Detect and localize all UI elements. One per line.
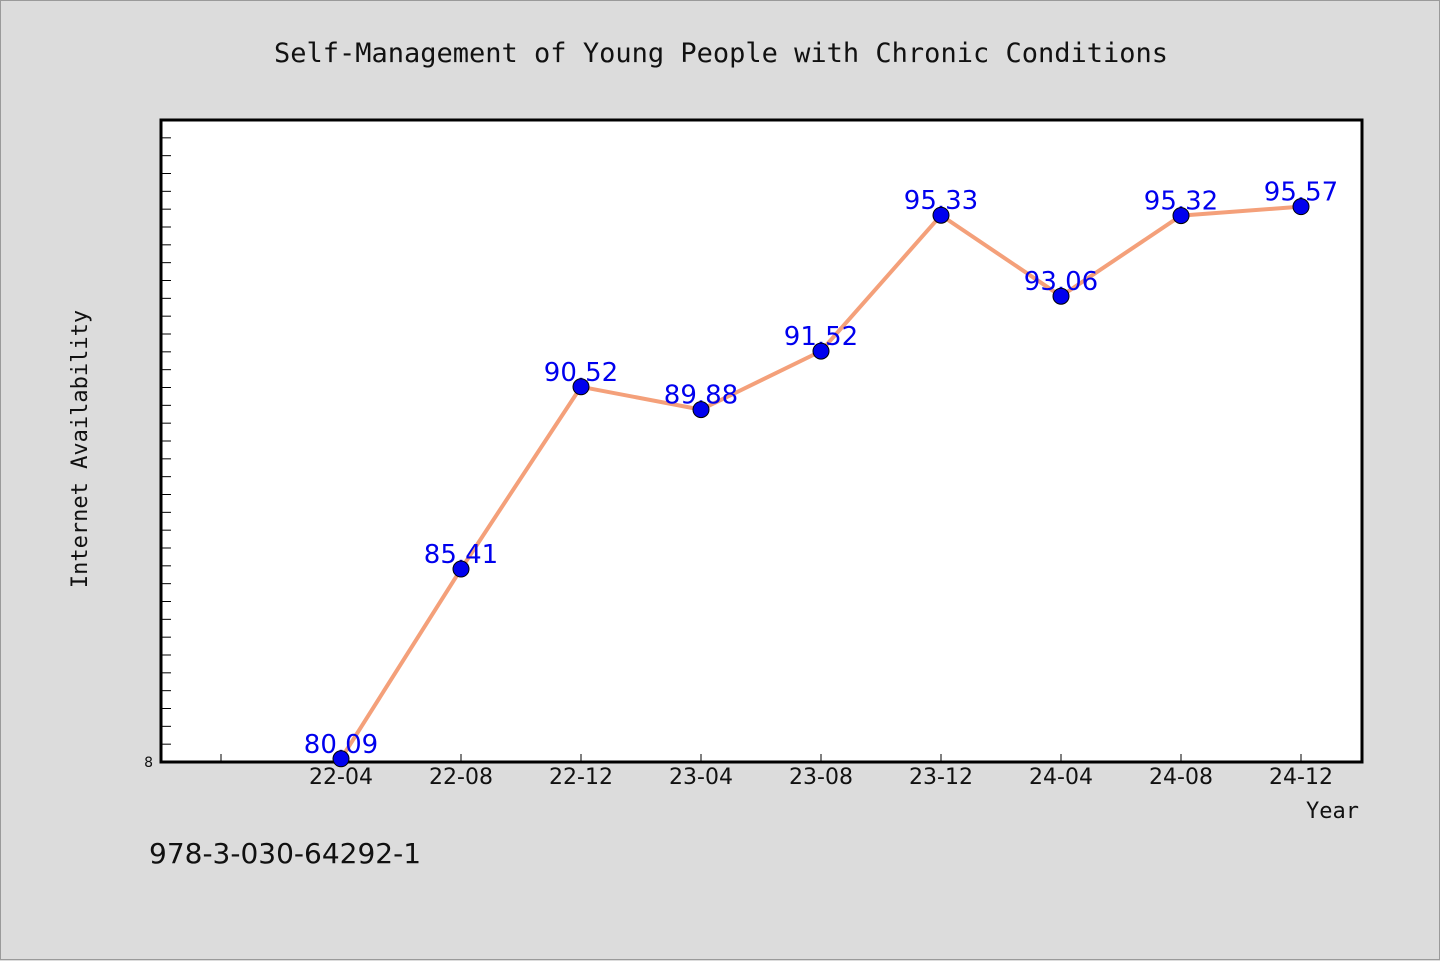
- x-tick-label: 22-04: [309, 765, 373, 790]
- data-point: [452, 560, 470, 578]
- data-point: [572, 378, 590, 396]
- data-point: [812, 342, 830, 360]
- x-tick-label: 23-04: [669, 765, 733, 790]
- data-point: [1052, 287, 1070, 305]
- data-point: [1292, 198, 1310, 216]
- x-tick-label: 24-04: [1029, 765, 1093, 790]
- x-tick-label: 23-12: [909, 765, 973, 790]
- series-layer: 80.0985.4190.5289.8891.5295.3393.0695.32…: [304, 178, 1338, 768]
- x-tick-label: 24-12: [1269, 765, 1333, 790]
- footer-isbn: 978-3-030-64292-1: [149, 837, 421, 870]
- y-axis-label: Internet Availability: [68, 310, 93, 588]
- chart-title: Self-Management of Young People with Chr…: [274, 38, 1168, 69]
- data-point: [332, 750, 350, 768]
- x-tick-label: 22-08: [429, 765, 493, 790]
- y-axis-ticks: [161, 137, 171, 745]
- x-tick-label: 23-08: [789, 765, 853, 790]
- x-axis-ticks: 22-04 22-08 22-12 23-04 23-08 23-12 24-04 24-08…: [220, 754, 1333, 790]
- y-tick-label: 8: [144, 755, 153, 771]
- x-tick-label: 22-12: [549, 765, 613, 790]
- x-axis-label: Year: [1306, 799, 1359, 824]
- data-point: [692, 401, 710, 419]
- data-point: [932, 206, 950, 224]
- x-tick-label: 24-08: [1149, 765, 1213, 790]
- data-point: [1172, 207, 1190, 225]
